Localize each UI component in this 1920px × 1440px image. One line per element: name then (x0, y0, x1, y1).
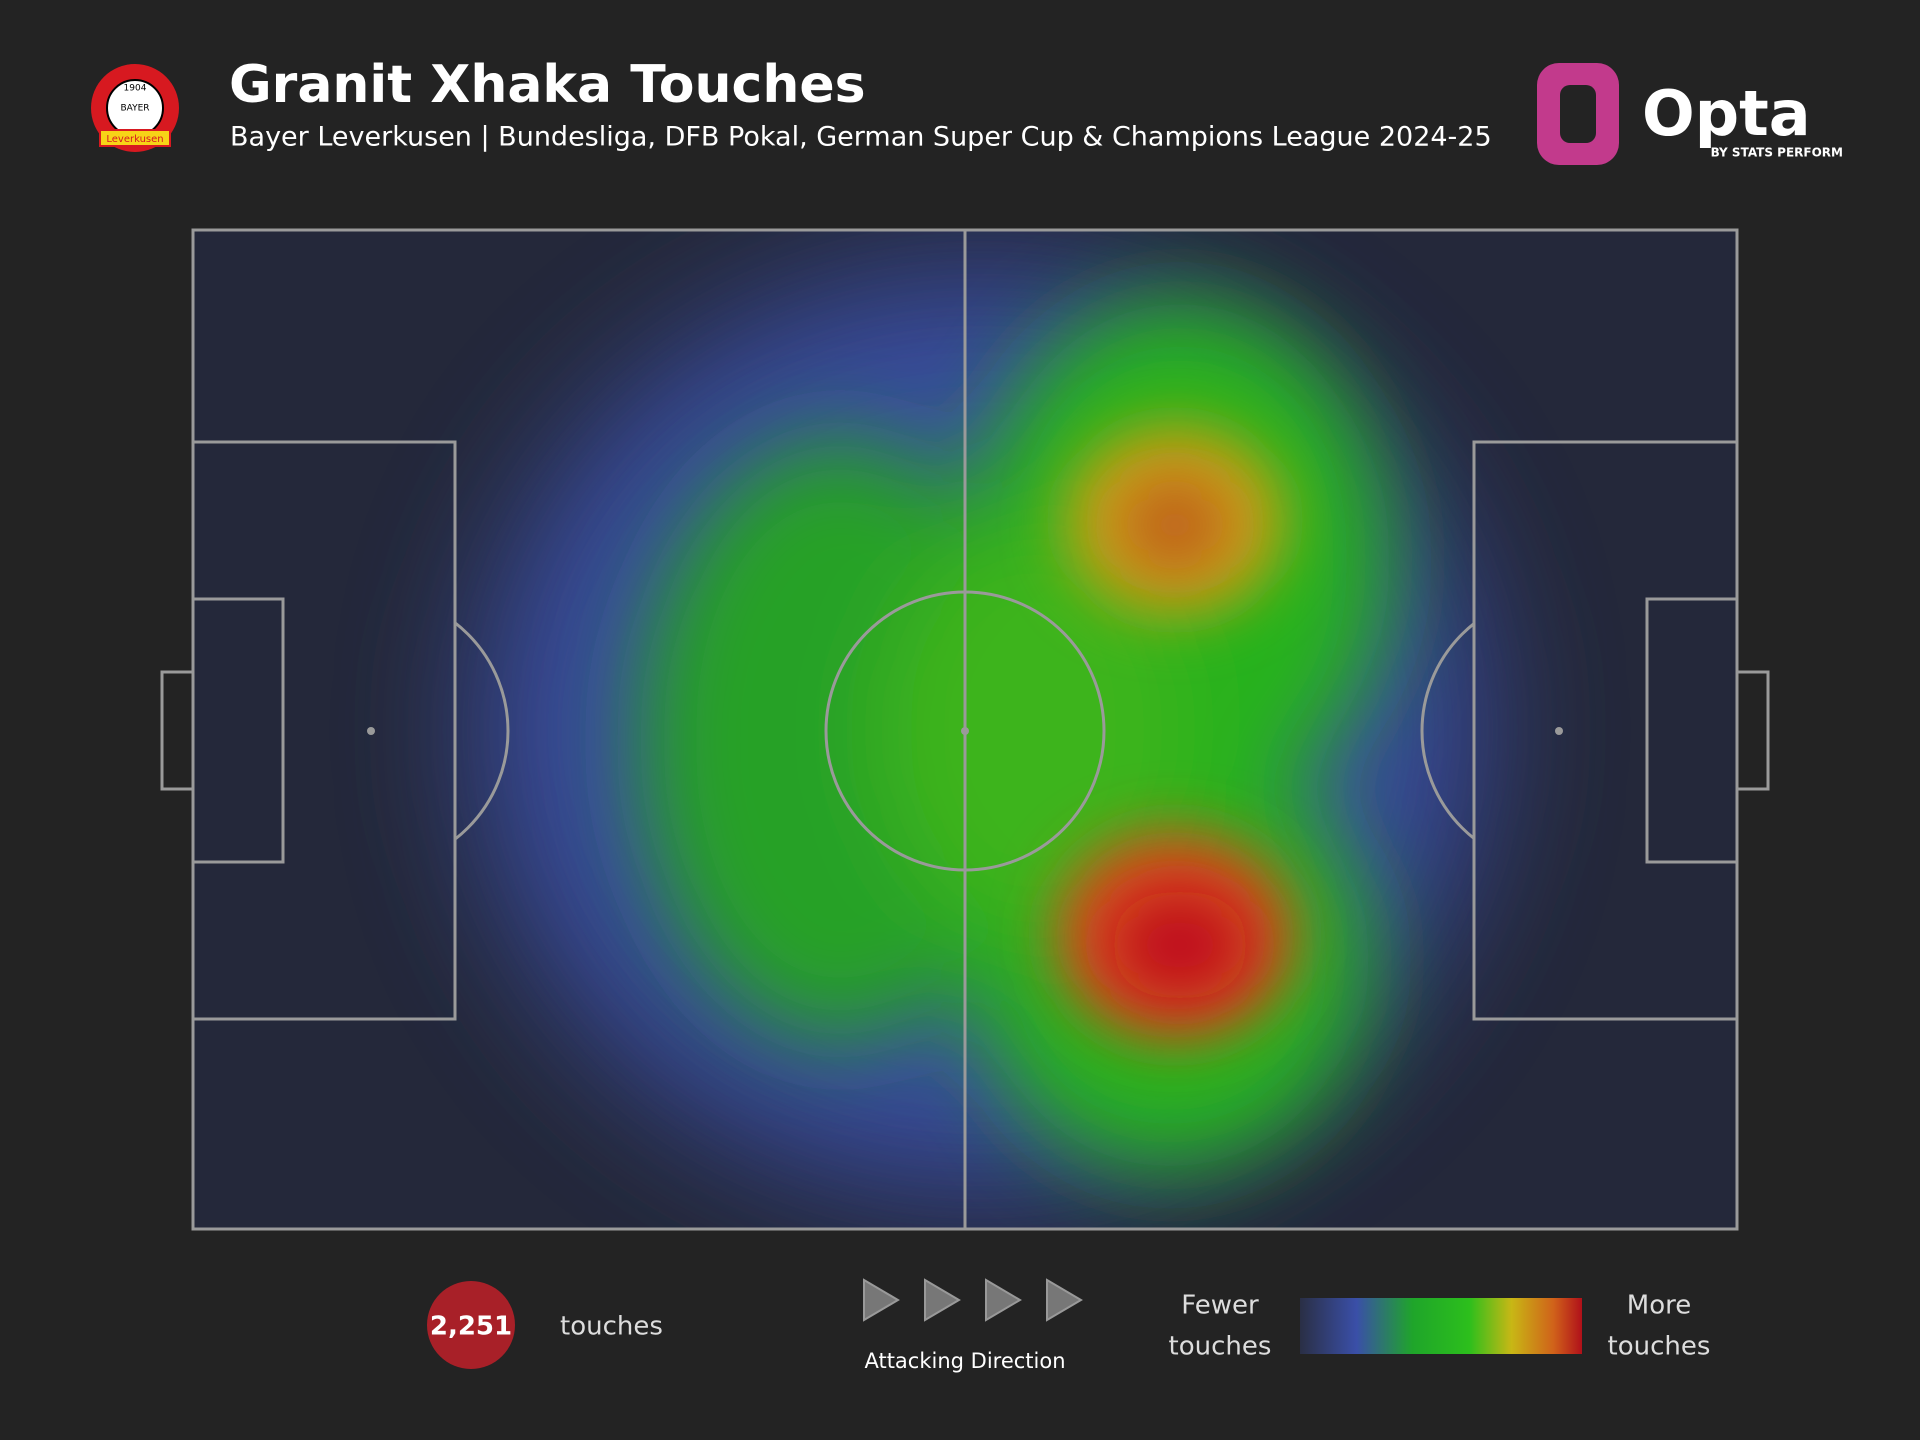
legend-high: touches (1608, 1332, 1711, 1362)
legend-gradient (1300, 1298, 1582, 1354)
badge-city: Leverkusen (106, 134, 163, 145)
club-badge: 1904 BAYER Leverkusen (91, 64, 179, 152)
subtitle: Bayer Leverkusen | Bundesliga, DFB Pokal… (230, 122, 1492, 153)
badge-year: 1904 (124, 84, 147, 94)
touch-label: touches (560, 1312, 663, 1342)
pitch (160, 228, 1770, 1231)
badge-name: BAYER (120, 104, 149, 114)
title: Granit Xhaka Touches (229, 55, 866, 115)
brand-name: Opta (1642, 77, 1811, 150)
direction-label: Attacking Direction (864, 1349, 1065, 1373)
direction-arrows (863, 1278, 1083, 1322)
touch-count: 2,251 (430, 1312, 512, 1342)
opta-logo: Opta BY STATS PERFORM (1537, 63, 1843, 165)
legend-high: More (1627, 1291, 1691, 1321)
legend-low: touches (1169, 1332, 1272, 1362)
brand-tagline: BY STATS PERFORM (1711, 146, 1843, 160)
legend-low: Fewer (1181, 1291, 1259, 1321)
count-badge (427, 1281, 515, 1369)
